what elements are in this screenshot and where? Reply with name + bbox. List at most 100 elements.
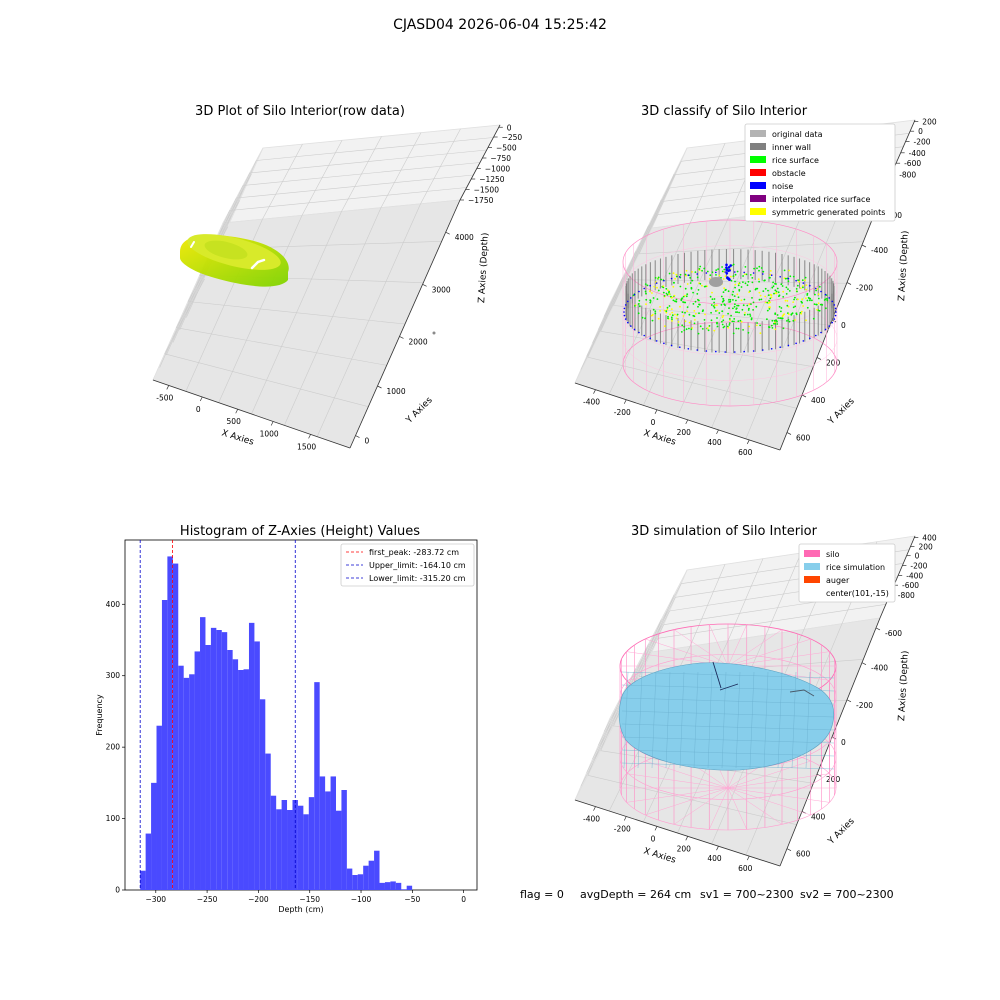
p3-bar xyxy=(406,885,413,890)
p1-y-tick xyxy=(422,284,427,287)
p4-silo-spoke xyxy=(626,773,729,789)
p2-surface-point xyxy=(721,316,724,319)
p2-surface-point xyxy=(781,315,784,318)
p1-z-axis-line xyxy=(459,124,501,201)
p2-surface-point xyxy=(668,272,671,275)
p3-bar xyxy=(189,674,195,890)
p1-grid-back-h xyxy=(256,137,494,161)
p2-surface-point xyxy=(702,309,704,312)
p2-surface-point xyxy=(811,299,813,302)
p2-surface-point xyxy=(672,272,675,275)
p2-surface-point xyxy=(777,317,780,319)
p2-surface-point xyxy=(728,318,731,320)
p3-bar xyxy=(308,797,315,890)
p2-surface-point xyxy=(751,281,754,284)
p2-z-tick-label: -800 xyxy=(899,170,916,179)
p2-surface-point xyxy=(815,289,817,292)
p2-surface-point xyxy=(767,302,770,305)
p4-z-tick-label: -200 xyxy=(910,562,927,571)
p3-bar xyxy=(265,753,271,890)
p2-surface-point xyxy=(751,277,754,279)
p4-y-tick xyxy=(786,848,792,851)
p1-stray-point xyxy=(432,331,436,335)
p2-surface-point xyxy=(662,291,665,294)
p1-z-tick-label: −1500 xyxy=(474,186,500,195)
p2-surface-point xyxy=(728,298,730,301)
p2-surface-point xyxy=(800,300,803,303)
p2-surface-point xyxy=(706,327,709,330)
p2-surface-point xyxy=(792,275,795,278)
p3-bar xyxy=(227,650,233,890)
p2-surface-point xyxy=(732,275,735,277)
p4-x-tick-label: 400 xyxy=(707,854,722,863)
p4-y-tick-label: 0 xyxy=(841,738,846,747)
p2-x-tick-label: -200 xyxy=(614,408,631,417)
p2-noise-point xyxy=(743,271,745,274)
p2-surface-point xyxy=(713,301,715,304)
p2-surface-point xyxy=(675,298,678,301)
p3-legend-label: first_peak: -283.72 cm xyxy=(369,548,459,557)
p1-y-tick xyxy=(399,336,404,339)
p2-surface-point xyxy=(800,310,803,313)
p2-legend-swatch xyxy=(750,156,766,163)
p2-surface-point xyxy=(667,315,669,318)
p2-noise-cluster xyxy=(725,271,729,275)
p2-surface-point xyxy=(684,273,687,276)
panel4-3d-simulation: -400-20002004006006004002000-200-400-600… xyxy=(574,534,937,873)
p4-z-tick-label: -800 xyxy=(898,591,915,600)
p2-surface-point xyxy=(685,328,688,331)
p2-surface-point xyxy=(805,297,807,300)
p3-bar xyxy=(145,833,152,890)
p2-surface-point xyxy=(762,270,765,273)
p2-surface-point xyxy=(671,320,673,322)
p2-surface-point xyxy=(722,319,725,322)
p4-legend-label: auger xyxy=(826,576,850,585)
p2-surface-point xyxy=(651,292,653,294)
p2-surface-point xyxy=(704,313,706,316)
p2-surface-point xyxy=(653,285,656,288)
p3-bar xyxy=(363,865,369,890)
p2-surface-point xyxy=(796,290,798,293)
p2-noise-point xyxy=(835,311,837,313)
p4-silo-spoke xyxy=(727,787,811,816)
p2-surface-point xyxy=(736,311,739,313)
p2-x-tick-label: 0 xyxy=(651,418,656,427)
p2-surface-point xyxy=(651,313,654,316)
p2-noise-point xyxy=(655,282,658,284)
p2-surface-point xyxy=(688,321,691,324)
p2-surface-point xyxy=(670,297,673,299)
p2-z-tick-label: 0 xyxy=(918,127,923,136)
p2-surface-point xyxy=(785,286,788,289)
p2-surface-point xyxy=(703,267,706,270)
p3-bar xyxy=(335,810,342,890)
p2-surface-point xyxy=(794,319,796,321)
p2-surface-point xyxy=(713,298,716,300)
p2-legend-label: inner wall xyxy=(772,143,811,152)
p2-surface-point xyxy=(732,290,735,293)
p2-surface-point xyxy=(721,270,724,273)
p1-gap2 xyxy=(190,241,195,248)
p4-y-tick-label: -600 xyxy=(885,629,902,638)
p2-legend-box xyxy=(744,123,896,222)
p2-surface-point xyxy=(787,280,790,283)
p2-surface-point xyxy=(734,280,736,283)
p2-surface-point xyxy=(799,287,802,289)
p3-y-tick-label: 300 xyxy=(106,671,121,680)
p2-surface-point xyxy=(684,301,687,304)
p2-surface-point xyxy=(645,303,647,306)
p2-surface-point xyxy=(774,282,776,285)
p2-legend-label: noise xyxy=(772,182,793,191)
p2-surface-point xyxy=(701,328,704,330)
p2-surface-point xyxy=(772,285,775,288)
p2-surface-point xyxy=(735,307,738,310)
p2-surface-point xyxy=(649,299,652,302)
p2-surface-point xyxy=(698,312,700,315)
p2-surface-point xyxy=(735,299,737,302)
p2-surface-point xyxy=(686,310,689,313)
p2-surface-point xyxy=(740,286,743,288)
p2-surface-point xyxy=(774,313,777,315)
p1-z-tick-label: −250 xyxy=(502,133,523,142)
p2-surface-point xyxy=(732,332,735,335)
p2-surface-point xyxy=(768,299,770,302)
